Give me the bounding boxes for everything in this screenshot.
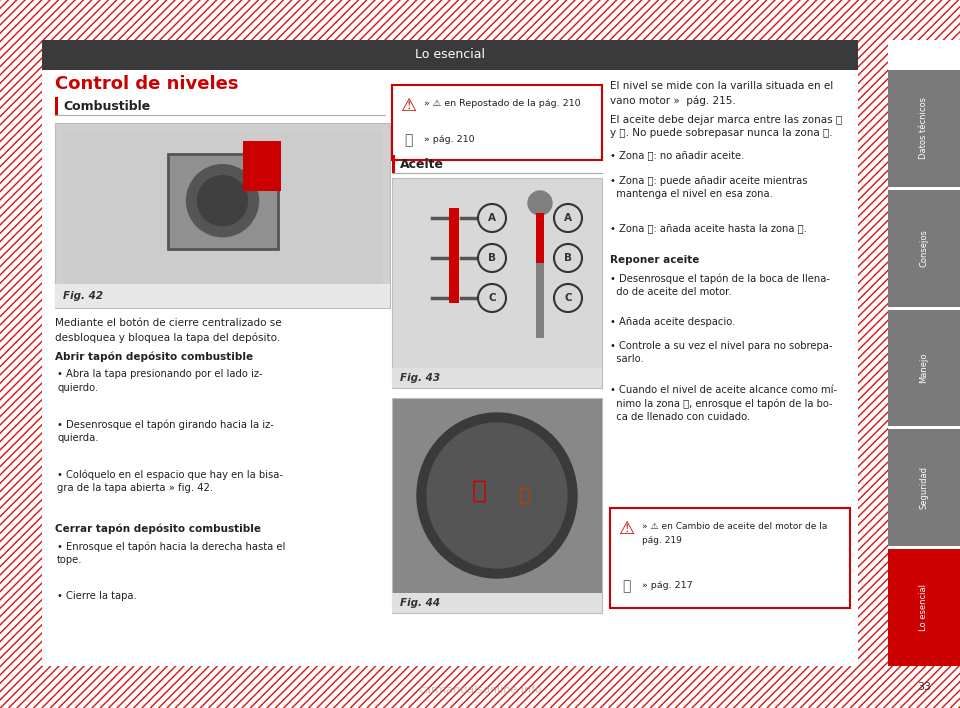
- Text: • Cuando el nivel de aceite alcance como mí-
  nimo la zona Ⓑ, enrosque el tapón: • Cuando el nivel de aceite alcance como…: [610, 385, 837, 422]
- Bar: [392, 178, 602, 388]
- Ellipse shape: [417, 413, 577, 578]
- Text: El aceite debe dejar marca entre las zonas Ⓐ
y Ⓒ. No puede sobrepasar nunca la z: El aceite debe dejar marca entre las zon…: [610, 115, 842, 138]
- Bar: [0, 0, 890, 40]
- Text: 📖: 📖: [622, 579, 630, 593]
- Ellipse shape: [427, 423, 567, 568]
- Bar: [888, 666, 960, 708]
- Text: 33: 33: [917, 682, 931, 692]
- Text: • Zona Ⓒ: añada aceite hasta la zona Ⓑ.: • Zona Ⓒ: añada aceite hasta la zona Ⓑ.: [610, 223, 806, 233]
- Text: Fig. 44: Fig. 44: [400, 598, 440, 608]
- Bar: [392, 155, 395, 173]
- Text: B: B: [488, 253, 496, 263]
- Text: • Enrosque el tapón hacia la derecha hasta el
tope.: • Enrosque el tapón hacia la derecha has…: [57, 541, 285, 565]
- Text: • Desenrosque el tapón de la boca de llena-
  do de aceite del motor.: • Desenrosque el tapón de la boca de lle…: [610, 273, 830, 297]
- Bar: [449, 208, 459, 303]
- Bar: [888, 190, 960, 307]
- Bar: [536, 213, 544, 263]
- Text: • Abra la tapa presionando por el lado iz-
quierdo.: • Abra la tapa presionando por el lado i…: [57, 369, 263, 393]
- Bar: [167, 154, 277, 249]
- Bar: [243, 141, 280, 190]
- Text: ⚠: ⚠: [618, 520, 634, 538]
- Text: 📖: 📖: [404, 133, 412, 147]
- Text: • Añada aceite despacio.: • Añada aceite despacio.: [610, 317, 735, 327]
- Text: Mediante el botón de cierre centralizado se
desbloquea y bloquea la tapa del dep: Mediante el botón de cierre centralizado…: [55, 318, 281, 343]
- Text: ⚠: ⚠: [400, 97, 416, 115]
- Text: Control de niveles: Control de niveles: [55, 75, 238, 93]
- Text: Fig. 43: Fig. 43: [400, 373, 440, 383]
- Text: El nivel se mide con la varilla situada en el: El nivel se mide con la varilla situada …: [610, 81, 833, 91]
- Circle shape: [198, 176, 248, 226]
- Bar: [888, 70, 960, 187]
- Text: pág. 219: pág. 219: [642, 536, 682, 545]
- Bar: [610, 508, 850, 608]
- Bar: [63, 131, 382, 300]
- Bar: [888, 429, 960, 546]
- Bar: [888, 309, 960, 426]
- Text: Aceite: Aceite: [400, 157, 444, 171]
- Text: BSF-0430: BSF-0430: [564, 377, 597, 383]
- Text: Datos técnicos: Datos técnicos: [920, 98, 928, 159]
- Text: • Controle a su vez el nivel para no sobrepa-
  sarlo.: • Controle a su vez el nivel para no sob…: [610, 341, 832, 364]
- Circle shape: [186, 165, 258, 236]
- Bar: [392, 85, 602, 160]
- Bar: [392, 593, 602, 613]
- Text: • Desenrosque el tapón girando hacia la iz-
quierda.: • Desenrosque el tapón girando hacia la …: [57, 419, 274, 443]
- Bar: [888, 0, 960, 40]
- Text: Lo esencial: Lo esencial: [920, 584, 928, 631]
- Circle shape: [528, 191, 552, 215]
- Text: • Zona Ⓑ: puede añadir aceite mientras
  mantenga el nivel en esa zona.: • Zona Ⓑ: puede añadir aceite mientras m…: [610, 176, 807, 199]
- Bar: [0, 40, 42, 666]
- Bar: [392, 368, 602, 388]
- Text: Lo esencial: Lo esencial: [415, 49, 485, 62]
- Text: • Cierre la tapa.: • Cierre la tapa.: [57, 591, 136, 601]
- Text: C: C: [564, 293, 572, 303]
- Text: » pág. 217: » pág. 217: [642, 581, 692, 590]
- Bar: [888, 549, 960, 666]
- Text: A: A: [488, 213, 496, 223]
- Text: » ⚠ en Repostado de la pág. 210: » ⚠ en Repostado de la pág. 210: [424, 99, 581, 108]
- Bar: [55, 284, 390, 308]
- Text: • Colóquelo en el espacio que hay en la bisa-
gra de la tapa abierta » fig. 42.: • Colóquelo en el espacio que hay en la …: [57, 469, 283, 493]
- Text: 🛢: 🛢: [471, 479, 487, 503]
- Text: Combustible: Combustible: [63, 100, 151, 113]
- Text: » ⚠ en Cambio de aceite del motor de la: » ⚠ en Cambio de aceite del motor de la: [642, 522, 828, 531]
- Bar: [536, 193, 544, 338]
- Text: Cerrar tapón depósito combustible: Cerrar tapón depósito combustible: [55, 523, 261, 534]
- Bar: [55, 97, 58, 115]
- Text: BSF-0427: BSF-0427: [351, 297, 385, 303]
- Text: Consejos: Consejos: [920, 229, 928, 267]
- Bar: [55, 123, 390, 308]
- Bar: [42, 40, 858, 70]
- Text: A: A: [564, 213, 572, 223]
- Text: • Zona Ⓐ: no añadir aceite.: • Zona Ⓐ: no añadir aceite.: [610, 150, 744, 160]
- Text: C: C: [489, 293, 495, 303]
- Text: Fig. 42: Fig. 42: [63, 291, 103, 301]
- Text: 📖: 📖: [519, 486, 531, 505]
- Text: Seguridad: Seguridad: [920, 467, 928, 509]
- Text: B: B: [564, 253, 572, 263]
- Text: BSF-0474: BSF-0474: [564, 602, 597, 608]
- Bar: [0, 666, 890, 708]
- Bar: [858, 40, 888, 666]
- Bar: [392, 398, 602, 613]
- Text: carmanualsonline.info: carmanualsonline.info: [418, 685, 542, 695]
- Text: vano motor »  pág. 215.: vano motor » pág. 215.: [610, 95, 735, 105]
- Text: » pág. 210: » pág. 210: [424, 135, 474, 144]
- Text: Manejo: Manejo: [920, 353, 928, 383]
- Text: Reponer aceite: Reponer aceite: [610, 255, 700, 265]
- Text: Abrir tapón depósito combustible: Abrir tapón depósito combustible: [55, 351, 253, 362]
